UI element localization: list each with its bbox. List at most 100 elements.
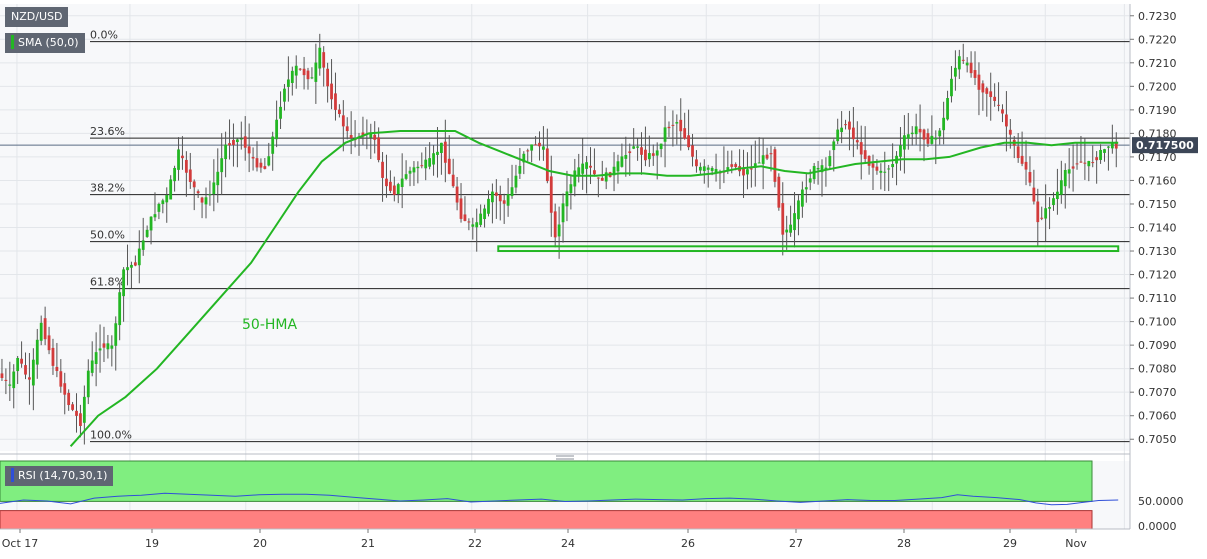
candle-body (659, 143, 663, 150)
candle-body (267, 156, 271, 166)
candle-body (981, 83, 985, 93)
candle-body (200, 197, 204, 203)
x-tick-label: 22 (468, 537, 482, 550)
candle-body (899, 145, 902, 157)
candle-body (322, 52, 326, 68)
x-tick-label: 29 (1003, 537, 1017, 550)
candle-body (1016, 146, 1020, 159)
candle-body (534, 144, 537, 146)
candle-body (781, 203, 785, 235)
candle-body (1099, 149, 1102, 160)
symbol-label: NZD/USD (11, 10, 63, 23)
candle-body (565, 191, 569, 207)
candle-body (506, 194, 510, 206)
candle-body (447, 158, 451, 174)
candle-body (683, 128, 687, 139)
candle-body (392, 185, 396, 195)
candle-body (75, 410, 78, 416)
candle-body (133, 262, 137, 266)
candle-body (47, 335, 51, 351)
x-tick-label: 28 (897, 537, 911, 550)
candle-body (118, 292, 122, 326)
candle-body (196, 191, 200, 194)
support-zone (497, 245, 1120, 253)
candle-body (828, 156, 832, 167)
candle-body (589, 165, 592, 168)
y-tick-label: 0.7050 (1138, 433, 1177, 446)
candle-body (63, 383, 67, 395)
candle-body (789, 224, 793, 233)
candle-body (502, 200, 506, 204)
candle-body (471, 224, 475, 227)
candle-body (997, 104, 1000, 106)
candle-body (993, 96, 997, 101)
candle-body (114, 323, 118, 346)
candle-body (671, 124, 675, 126)
candle-body (867, 155, 871, 166)
candle-body (491, 191, 494, 203)
candle-body (208, 194, 212, 196)
candle-body (620, 156, 624, 167)
candle-body (55, 366, 59, 371)
fib-level-label: 0.0% (90, 29, 118, 42)
last-price-badge[interactable] (1132, 137, 1198, 154)
candle-body (59, 371, 63, 387)
candle-body (698, 166, 702, 171)
candle-body (290, 70, 294, 83)
candle-body (385, 178, 388, 187)
candle-body (432, 153, 435, 165)
candle-body (950, 78, 953, 97)
fib-level-label: 38.2% (90, 182, 125, 195)
candle-body (757, 162, 761, 164)
candle-body (553, 211, 557, 238)
y-tick-label: 0.7130 (1138, 245, 1177, 258)
candle-body (836, 129, 840, 142)
candle-body (1032, 187, 1036, 202)
fib-level-label: 50.0% (90, 229, 125, 242)
candle-body (35, 339, 39, 365)
candle-body (848, 121, 851, 130)
candle-body (455, 186, 459, 203)
candle-body (761, 155, 765, 164)
candle-body (902, 135, 906, 150)
candle-body (1028, 172, 1032, 183)
candle-body (98, 348, 102, 351)
candle-body (467, 221, 471, 223)
candle-body (753, 163, 757, 168)
candle-body (440, 142, 443, 153)
candle-body (479, 213, 483, 225)
candle-body (1067, 169, 1071, 174)
candle-body (706, 167, 710, 170)
candle-body (137, 248, 141, 266)
candle-body (345, 126, 349, 132)
candle-body (1079, 161, 1083, 163)
candle-body (549, 176, 553, 213)
candle-body (436, 151, 439, 155)
rsi-tick-label: 0.0000 (1138, 520, 1177, 533)
candle-body (1001, 109, 1004, 114)
y-tick-label: 0.7100 (1138, 316, 1177, 329)
candle-body (510, 187, 514, 197)
sma-indicator-badge[interactable]: SMA (50,0) (5, 33, 85, 53)
candle-body (1091, 162, 1095, 164)
x-tick-label: Nov (1065, 537, 1087, 550)
candle-body (79, 413, 82, 426)
candle-body (1036, 201, 1040, 223)
candle-body (808, 178, 812, 183)
candle-body (82, 396, 86, 423)
candle-body (400, 178, 404, 188)
candle-body (283, 88, 286, 102)
y-tick-label: 0.7190 (1138, 104, 1177, 117)
candle-body (977, 74, 981, 90)
x-tick-label: 19 (145, 537, 159, 550)
candle-body (910, 132, 914, 135)
symbol-badge[interactable]: NZD/USD (5, 7, 69, 27)
candle-body (51, 347, 55, 366)
rsi-indicator-badge[interactable]: RSI (14,70,30,1) (5, 466, 114, 486)
candle-body (12, 371, 16, 389)
candle-body (871, 163, 875, 168)
candle-body (989, 91, 993, 98)
candle-body (938, 130, 942, 137)
